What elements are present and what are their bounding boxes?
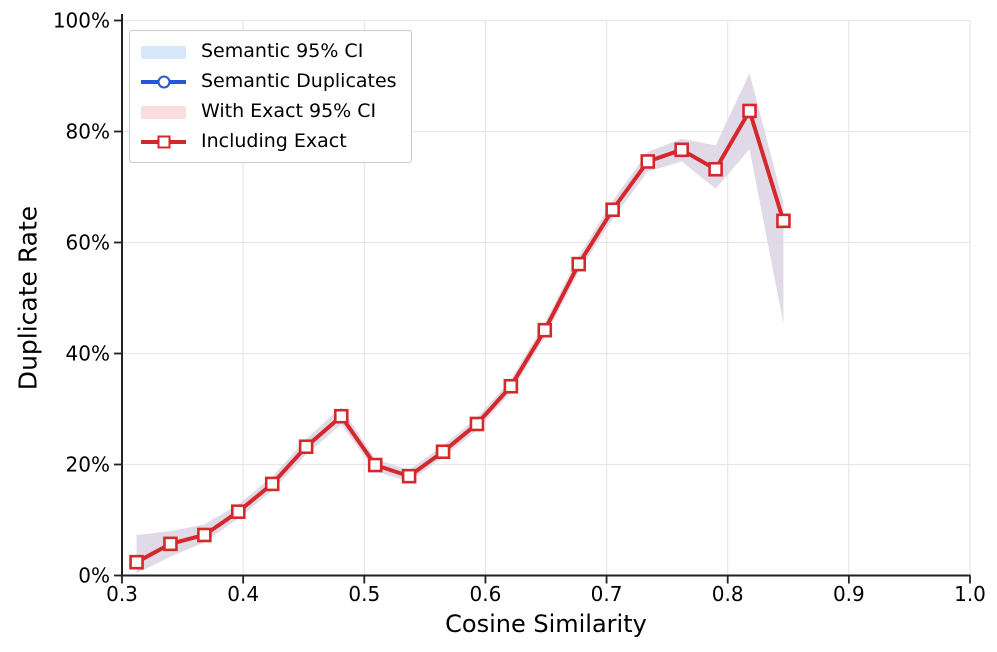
- legend: Semantic 95% CI Semantic Duplicates With E…: [129, 30, 412, 163]
- legend-label: Semantic 95% CI: [201, 40, 364, 62]
- including-exact-point-marker: [298, 439, 314, 455]
- including-exact-point-marker: [571, 256, 587, 272]
- circle-marker-icon: [157, 75, 170, 88]
- legend-ci-patch-icon: [141, 43, 186, 61]
- semantic-duplicates-line: [135, 109, 785, 564]
- including-exact-point-marker: [674, 142, 689, 158]
- y-tick-label: 0%: [78, 564, 110, 588]
- legend-label: Including Exact: [201, 130, 347, 152]
- including-exact-point-marker: [264, 476, 280, 492]
- including-exact-point-marker: [333, 408, 349, 424]
- legend-line-marker-icon: [141, 73, 186, 91]
- legend-label: Semantic Duplicates: [201, 70, 397, 92]
- including-exact-point-marker: [435, 444, 451, 460]
- y-tick-label: 20%: [66, 453, 110, 477]
- including-exact-point-marker: [129, 554, 144, 570]
- legend-line-marker-icon: [141, 133, 186, 151]
- x-tick-label: 0.8: [712, 582, 744, 606]
- including-exact-point-marker: [163, 536, 178, 552]
- x-tick-label: 0.5: [348, 582, 380, 606]
- x-tick-label: 1.0: [954, 582, 986, 606]
- x-tick-label: 0.7: [591, 582, 623, 606]
- including-exact-point-marker: [469, 416, 485, 432]
- x-tick-label: 0.3: [106, 582, 138, 606]
- including-exact-point-marker: [401, 468, 417, 484]
- ci-patch-icon: [141, 45, 186, 59]
- x-tick-label: 0.4: [227, 582, 259, 606]
- y-tick-label: 80%: [66, 120, 110, 144]
- including-exact-point-marker: [640, 154, 656, 169]
- including-exact-point-marker: [776, 213, 791, 229]
- square-marker-icon: [157, 135, 170, 148]
- including-exact-line: [135, 108, 786, 564]
- y-tick-label: 100%: [53, 9, 110, 33]
- including-exact-point-marker: [742, 103, 757, 119]
- x-axis-label: Cosine Similarity: [445, 610, 647, 638]
- legend-row: Semantic 95% CI: [141, 40, 397, 63]
- including-exact-point-marker: [605, 202, 620, 218]
- including-exact-point-marker: [708, 161, 723, 177]
- legend-row: Including Exact: [141, 130, 397, 153]
- x-tick-label: 0.9: [833, 582, 865, 606]
- including-exact-point-marker: [230, 504, 246, 519]
- legend-label: With Exact 95% CI: [201, 100, 377, 122]
- including-exact-point-marker: [197, 527, 212, 543]
- y-axis-label: Duplicate Rate: [13, 205, 43, 391]
- including-exact-point-marker: [503, 378, 519, 394]
- y-tick-label: 40%: [66, 342, 110, 366]
- including-exact-point-marker: [367, 457, 383, 473]
- x-tick-label: 0.6: [470, 582, 502, 606]
- legend-row: Semantic Duplicates: [141, 70, 397, 93]
- legend-ci-patch-icon: [141, 103, 186, 121]
- ci-patch-icon: [141, 105, 186, 119]
- including-exact-point-marker: [537, 322, 553, 338]
- legend-row: With Exact 95% CI: [141, 100, 397, 123]
- y-tick-label: 60%: [66, 231, 110, 255]
